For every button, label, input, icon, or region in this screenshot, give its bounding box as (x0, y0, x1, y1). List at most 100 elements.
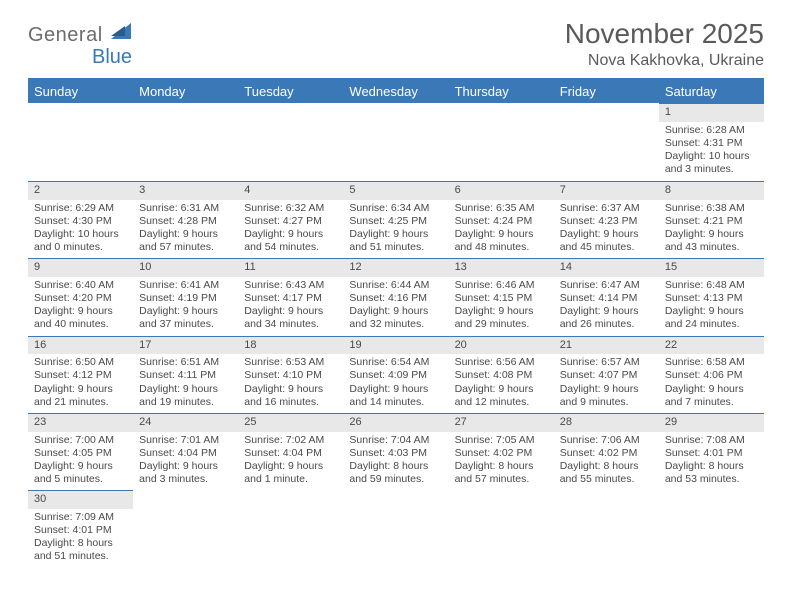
sunset-line: Sunset: 4:15 PM (455, 292, 548, 305)
calendar-cell: 25Sunrise: 7:02 AMSunset: 4:04 PMDayligh… (238, 413, 343, 490)
location: Nova Kakhovka, Ukraine (565, 52, 764, 70)
daylight-line: and 51 minutes. (34, 550, 127, 563)
sunrise-line: Sunrise: 6:48 AM (665, 279, 758, 292)
sunset-line: Sunset: 4:03 PM (349, 447, 442, 460)
sunset-line: Sunset: 4:19 PM (139, 292, 232, 305)
day-body: Sunrise: 6:35 AMSunset: 4:24 PMDaylight:… (449, 200, 554, 259)
daylight-line: and 7 minutes. (665, 396, 758, 409)
day-body: Sunrise: 6:46 AMSunset: 4:15 PMDaylight:… (449, 277, 554, 336)
day-body: Sunrise: 7:06 AMSunset: 4:02 PMDaylight:… (554, 432, 659, 491)
sunset-line: Sunset: 4:04 PM (139, 447, 232, 460)
day-number: 22 (659, 336, 764, 355)
daylight-line: Daylight: 9 hours (349, 305, 442, 318)
calendar-cell (238, 103, 343, 181)
sunrise-line: Sunrise: 7:09 AM (34, 511, 127, 524)
daylight-line: Daylight: 9 hours (455, 305, 548, 318)
sunset-line: Sunset: 4:31 PM (665, 137, 758, 150)
sunset-line: Sunset: 4:25 PM (349, 215, 442, 228)
weekday-header-row: Sunday Monday Tuesday Wednesday Thursday… (28, 79, 764, 103)
sunrise-line: Sunrise: 7:05 AM (455, 434, 548, 447)
calendar-cell: 26Sunrise: 7:04 AMSunset: 4:03 PMDayligh… (343, 413, 448, 490)
calendar-week: 9Sunrise: 6:40 AMSunset: 4:20 PMDaylight… (28, 258, 764, 335)
sunrise-line: Sunrise: 7:02 AM (244, 434, 337, 447)
daylight-line: and 16 minutes. (244, 396, 337, 409)
sunset-line: Sunset: 4:07 PM (560, 369, 653, 382)
sunset-line: Sunset: 4:09 PM (349, 369, 442, 382)
sunset-line: Sunset: 4:28 PM (139, 215, 232, 228)
sunset-line: Sunset: 4:12 PM (34, 369, 127, 382)
day-number: 3 (133, 181, 238, 200)
day-number: 29 (659, 413, 764, 432)
day-body: Sunrise: 6:51 AMSunset: 4:11 PMDaylight:… (133, 354, 238, 413)
sunrise-line: Sunrise: 6:38 AM (665, 202, 758, 215)
daylight-line: and 12 minutes. (455, 396, 548, 409)
day-number: 16 (28, 336, 133, 355)
day-number: 4 (238, 181, 343, 200)
daylight-line: and 48 minutes. (455, 241, 548, 254)
col-sunday: Sunday (28, 79, 133, 103)
calendar-week: 30Sunrise: 7:09 AMSunset: 4:01 PMDayligh… (28, 490, 764, 567)
calendar-cell: 1Sunrise: 6:28 AMSunset: 4:31 PMDaylight… (659, 103, 764, 181)
sunset-line: Sunset: 4:06 PM (665, 369, 758, 382)
calendar-cell: 28Sunrise: 7:06 AMSunset: 4:02 PMDayligh… (554, 413, 659, 490)
sunset-line: Sunset: 4:01 PM (665, 447, 758, 460)
sunset-line: Sunset: 4:14 PM (560, 292, 653, 305)
calendar-cell (238, 490, 343, 567)
daylight-line: and 40 minutes. (34, 318, 127, 331)
sunrise-line: Sunrise: 6:41 AM (139, 279, 232, 292)
daylight-line: Daylight: 8 hours (665, 460, 758, 473)
day-body: Sunrise: 7:08 AMSunset: 4:01 PMDaylight:… (659, 432, 764, 491)
sunset-line: Sunset: 4:30 PM (34, 215, 127, 228)
calendar-cell: 9Sunrise: 6:40 AMSunset: 4:20 PMDaylight… (28, 258, 133, 335)
calendar-cell: 13Sunrise: 6:46 AMSunset: 4:15 PMDayligh… (449, 258, 554, 335)
day-body: Sunrise: 6:29 AMSunset: 4:30 PMDaylight:… (28, 200, 133, 259)
daylight-line: Daylight: 9 hours (665, 305, 758, 318)
calendar-week: 1Sunrise: 6:28 AMSunset: 4:31 PMDaylight… (28, 103, 764, 181)
daylight-line: and 0 minutes. (34, 241, 127, 254)
day-number: 18 (238, 336, 343, 355)
sunset-line: Sunset: 4:02 PM (455, 447, 548, 460)
calendar-cell: 8Sunrise: 6:38 AMSunset: 4:21 PMDaylight… (659, 181, 764, 258)
day-body: Sunrise: 6:44 AMSunset: 4:16 PMDaylight:… (343, 277, 448, 336)
daylight-line: and 59 minutes. (349, 473, 442, 486)
daylight-line: Daylight: 9 hours (455, 228, 548, 241)
logo: General Blue (28, 24, 137, 47)
sunrise-line: Sunrise: 6:47 AM (560, 279, 653, 292)
day-body: Sunrise: 6:28 AMSunset: 4:31 PMDaylight:… (659, 122, 764, 181)
calendar-week: 16Sunrise: 6:50 AMSunset: 4:12 PMDayligh… (28, 336, 764, 413)
calendar-cell: 23Sunrise: 7:00 AMSunset: 4:05 PMDayligh… (28, 413, 133, 490)
daylight-line: Daylight: 9 hours (455, 383, 548, 396)
sunrise-line: Sunrise: 7:04 AM (349, 434, 442, 447)
day-number: 1 (659, 103, 764, 122)
calendar-cell: 18Sunrise: 6:53 AMSunset: 4:10 PMDayligh… (238, 336, 343, 413)
calendar-cell (133, 490, 238, 567)
logo-sail-icon (111, 23, 137, 41)
sunrise-line: Sunrise: 6:50 AM (34, 356, 127, 369)
daylight-line: Daylight: 9 hours (244, 383, 337, 396)
header: General Blue November 2025 Nova Kakhovka… (28, 18, 764, 70)
daylight-line: Daylight: 9 hours (244, 305, 337, 318)
day-number: 10 (133, 258, 238, 277)
calendar-cell: 11Sunrise: 6:43 AMSunset: 4:17 PMDayligh… (238, 258, 343, 335)
day-body: Sunrise: 6:38 AMSunset: 4:21 PMDaylight:… (659, 200, 764, 259)
sunrise-line: Sunrise: 6:37 AM (560, 202, 653, 215)
calendar-cell: 17Sunrise: 6:51 AMSunset: 4:11 PMDayligh… (133, 336, 238, 413)
day-number: 21 (554, 336, 659, 355)
day-body: Sunrise: 7:09 AMSunset: 4:01 PMDaylight:… (28, 509, 133, 568)
sunset-line: Sunset: 4:11 PM (139, 369, 232, 382)
day-body: Sunrise: 6:32 AMSunset: 4:27 PMDaylight:… (238, 200, 343, 259)
sunrise-line: Sunrise: 6:32 AM (244, 202, 337, 215)
sunrise-line: Sunrise: 6:56 AM (455, 356, 548, 369)
daylight-line: Daylight: 8 hours (455, 460, 548, 473)
day-number: 27 (449, 413, 554, 432)
daylight-line: and 1 minute. (244, 473, 337, 486)
sunset-line: Sunset: 4:08 PM (455, 369, 548, 382)
calendar-cell: 30Sunrise: 7:09 AMSunset: 4:01 PMDayligh… (28, 490, 133, 567)
title-block: November 2025 Nova Kakhovka, Ukraine (565, 18, 764, 70)
col-wednesday: Wednesday (343, 79, 448, 103)
day-number: 15 (659, 258, 764, 277)
daylight-line: Daylight: 10 hours (34, 228, 127, 241)
day-body: Sunrise: 6:50 AMSunset: 4:12 PMDaylight:… (28, 354, 133, 413)
day-body: Sunrise: 6:54 AMSunset: 4:09 PMDaylight:… (343, 354, 448, 413)
daylight-line: and 57 minutes. (139, 241, 232, 254)
